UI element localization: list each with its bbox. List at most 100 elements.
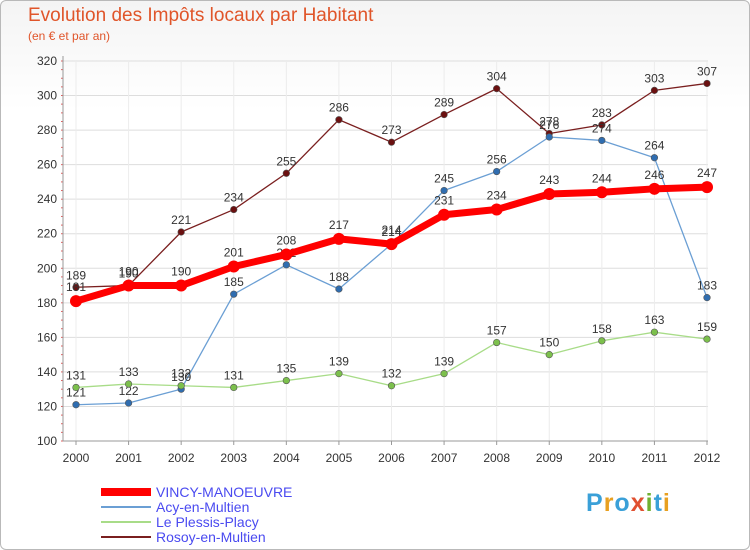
data-point-vincy-manoeuvre xyxy=(648,182,661,195)
x-tick-label: 2002 xyxy=(168,451,195,465)
data-label-vincy-manoeuvre: 243 xyxy=(539,173,559,187)
data-point-le-plessis-placy xyxy=(598,337,606,345)
data-label-rosoy-en-multien: 221 xyxy=(171,213,191,227)
chart-subtitle: (en € et par an) xyxy=(28,29,111,43)
legend-item-le-plessis-placy: Le Plessis-Placy xyxy=(101,515,361,530)
data-point-acy-en-multien xyxy=(650,154,659,162)
data-point-vincy-manoeuvre xyxy=(122,279,135,292)
data-point-rosoy-en-multien xyxy=(703,79,711,88)
data-label-rosoy-en-multien: 234 xyxy=(224,191,244,205)
data-point-acy-en-multien xyxy=(72,401,80,409)
data-label-rosoy-en-multien: 304 xyxy=(487,70,507,84)
data-point-le-plessis-placy xyxy=(72,383,80,392)
data-label-rosoy-en-multien: 273 xyxy=(381,123,401,137)
data-label-le-plessis-placy: 131 xyxy=(66,368,86,382)
logo-letter: i xyxy=(662,489,671,517)
data-point-vincy-manoeuvre xyxy=(280,248,293,261)
x-tick-label: 2006 xyxy=(378,451,405,465)
data-point-vincy-manoeuvre xyxy=(332,232,345,245)
data-point-vincy-manoeuvre xyxy=(595,186,608,199)
data-point-vincy-manoeuvre xyxy=(70,295,82,308)
data-label-le-plessis-placy: 131 xyxy=(224,368,244,382)
data-point-le-plessis-placy xyxy=(387,382,396,390)
data-label-rosoy-en-multien: 255 xyxy=(276,154,296,168)
logo-letter: t xyxy=(653,489,663,517)
logo-letter: o xyxy=(614,489,631,517)
data-label-rosoy-en-multien: 278 xyxy=(539,115,559,129)
data-label-acy-en-multien: 214 xyxy=(381,225,401,239)
data-point-acy-en-multien xyxy=(598,136,606,145)
data-label-vincy-manoeuvre: 201 xyxy=(224,246,244,260)
data-label-le-plessis-placy: 158 xyxy=(592,322,612,336)
data-label-vincy-manoeuvre: 208 xyxy=(276,233,296,247)
data-point-le-plessis-placy xyxy=(335,370,343,378)
y-tick-label: 280 xyxy=(37,123,57,137)
y-tick-label: 100 xyxy=(37,434,57,448)
data-label-acy-en-multien: 185 xyxy=(224,275,244,289)
y-tick-label: 140 xyxy=(37,365,57,379)
data-point-le-plessis-placy xyxy=(650,328,659,336)
data-point-le-plessis-placy xyxy=(282,376,290,385)
legend: VINCY-MANOEUVRE Acy-en-Multien Le Plessis-… xyxy=(101,485,361,545)
data-point-rosoy-en-multien xyxy=(177,228,185,236)
data-label-vincy-manoeuvre: 231 xyxy=(434,194,454,208)
data-point-acy-en-multien xyxy=(230,290,238,298)
data-label-vincy-manoeuvre: 181 xyxy=(66,280,86,294)
data-label-acy-en-multien: 122 xyxy=(119,384,139,398)
data-label-le-plessis-placy: 139 xyxy=(329,355,349,369)
data-label-acy-en-multien: 121 xyxy=(66,386,86,400)
x-tick-label: 2003 xyxy=(220,451,247,465)
data-point-vincy-manoeuvre xyxy=(227,260,240,273)
data-label-rosoy-en-multien: 190 xyxy=(119,267,139,281)
y-tick-label: 180 xyxy=(37,296,57,310)
y-tick-label: 260 xyxy=(37,158,57,172)
data-label-acy-en-multien: 188 xyxy=(329,270,349,284)
x-tick-label: 2000 xyxy=(63,451,90,465)
logo-letter: x xyxy=(630,489,646,517)
data-point-rosoy-en-multien xyxy=(335,116,343,124)
legend-swatch xyxy=(101,506,151,508)
data-label-acy-en-multien: 256 xyxy=(487,153,507,167)
data-label-vincy-manoeuvre: 247 xyxy=(697,166,717,180)
logo-letter: r xyxy=(603,489,615,517)
data-label-le-plessis-placy: 159 xyxy=(697,320,717,334)
x-tick-label: 2011 xyxy=(642,451,668,465)
data-point-acy-en-multien xyxy=(703,294,711,302)
data-label-vincy-manoeuvre: 246 xyxy=(644,168,664,182)
data-point-vincy-manoeuvre xyxy=(175,279,188,292)
data-point-vincy-manoeuvre xyxy=(385,238,398,251)
legend-item-acy-en-multien: Acy-en-Multien xyxy=(101,500,361,515)
data-label-le-plessis-placy: 150 xyxy=(539,336,559,350)
data-point-vincy-manoeuvre xyxy=(543,188,556,200)
data-label-le-plessis-placy: 132 xyxy=(171,367,191,381)
legend-item-vincy-manoeuvre: VINCY-MANOEUVRE xyxy=(101,485,361,500)
data-label-le-plessis-placy: 163 xyxy=(644,313,664,327)
data-point-le-plessis-placy xyxy=(230,383,238,392)
data-point-rosoy-en-multien xyxy=(387,138,396,146)
data-label-rosoy-en-multien: 283 xyxy=(592,106,612,120)
data-point-vincy-manoeuvre xyxy=(438,208,451,221)
data-point-acy-en-multien xyxy=(124,399,133,407)
data-label-rosoy-en-multien: 286 xyxy=(329,101,349,115)
data-point-rosoy-en-multien xyxy=(282,169,290,177)
data-point-le-plessis-placy xyxy=(177,382,185,390)
data-point-rosoy-en-multien xyxy=(230,205,238,214)
x-tick-label: 2007 xyxy=(431,451,458,465)
data-point-le-plessis-placy xyxy=(124,380,133,388)
legend-swatch xyxy=(101,488,151,496)
data-point-vincy-manoeuvre xyxy=(490,203,503,216)
x-tick-label: 2005 xyxy=(326,451,353,465)
data-label-le-plessis-placy: 135 xyxy=(276,362,296,376)
data-point-rosoy-en-multien xyxy=(440,110,448,119)
data-label-rosoy-en-multien: 289 xyxy=(434,96,454,110)
data-point-acy-en-multien xyxy=(440,186,448,195)
data-label-acy-en-multien: 183 xyxy=(697,279,717,293)
logo-letter: P xyxy=(586,489,604,517)
x-tick-label: 2012 xyxy=(694,451,721,465)
y-tick-label: 160 xyxy=(37,330,57,344)
y-tick-label: 240 xyxy=(37,192,57,206)
data-label-acy-en-multien: 276 xyxy=(539,118,559,132)
x-tick-label: 2004 xyxy=(273,451,300,465)
